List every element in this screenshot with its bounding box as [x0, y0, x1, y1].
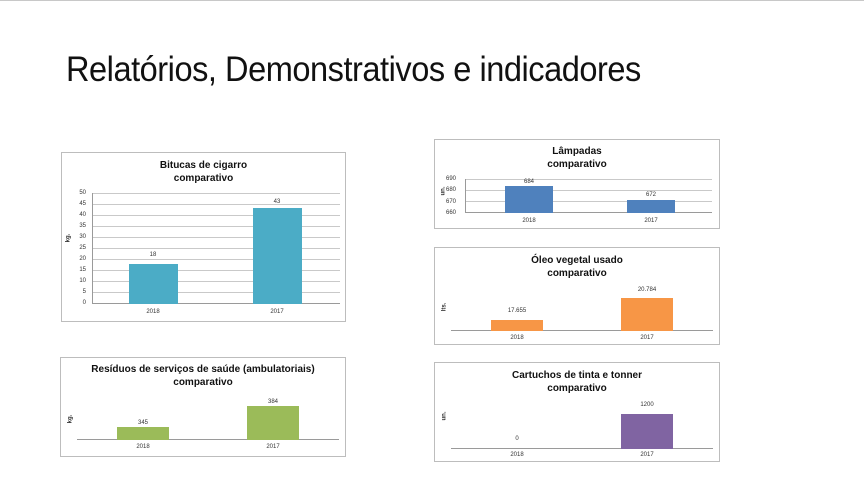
chart-title: Resíduos de serviços de saúde (ambulator… [91, 364, 315, 388]
y-axis-label: un. [441, 411, 448, 421]
chart-lampadas: Lâmpadas comparativo un. 690 680 670 660… [434, 139, 720, 229]
data-label: 684 [523, 179, 534, 185]
plot-area: 17.655 20.784 [451, 287, 713, 331]
chart-title: Lâmpadas comparativo [547, 146, 607, 170]
data-label: 20.784 [637, 287, 657, 293]
x-category: 2017 [644, 218, 658, 224]
x-category: 2017 [270, 309, 284, 315]
x-category: 2017 [266, 444, 280, 450]
x-category: 2017 [640, 452, 654, 458]
bar-2018 [491, 320, 543, 331]
x-category: 2018 [136, 444, 150, 450]
plot-area: 345 384 [77, 399, 339, 440]
chart-title: Cartuchos de tinta e tonner comparativo [511, 370, 642, 394]
bar-2018 [117, 427, 169, 440]
data-label: 1200 [640, 402, 654, 408]
chart-oleo: Óleo vegetal usado comparativo lts. 17.6… [434, 247, 720, 345]
chart-cartuchos: Cartuchos de tinta e tonner comparativo … [434, 362, 720, 462]
data-label: 345 [137, 420, 148, 426]
x-category: 2017 [640, 335, 654, 341]
data-label: 43 [273, 199, 281, 205]
y-axis-label: lts. [441, 302, 448, 312]
data-label: 0 [515, 436, 519, 442]
data-label: 672 [645, 192, 656, 198]
bar-2017 [621, 298, 673, 331]
plot-area: 0 1200 [451, 402, 713, 449]
slide-title: Relatórios, Demonstrativos e indicadores [66, 50, 641, 89]
x-category: 2018 [510, 452, 524, 458]
plot-area: 18 43 [92, 193, 340, 304]
bar-2017 [627, 200, 675, 213]
bar-2018 [505, 186, 553, 213]
y-axis-label: kg. [67, 414, 74, 424]
x-category: 2018 [146, 309, 160, 315]
plot-area: 684 672 [465, 179, 712, 213]
bar-2017 [253, 208, 302, 304]
bar-2017 [621, 414, 673, 449]
data-label: 18 [149, 252, 157, 258]
chart-residuos: Resíduos de serviços de saúde (ambulator… [60, 357, 346, 457]
bar-2018 [129, 264, 178, 304]
x-category: 2018 [522, 218, 536, 224]
chart-bitucas: Bitucas de cigarro comparativo kg. 50 45… [61, 152, 346, 322]
chart-title: Bitucas de cigarro comparativo [159, 160, 248, 184]
top-divider [0, 0, 864, 1]
chart-title: Óleo vegetal usado comparativo [531, 255, 623, 279]
data-label: 17.655 [507, 308, 527, 314]
data-label: 384 [267, 399, 278, 405]
x-category: 2018 [510, 335, 524, 341]
bar-2017 [247, 406, 299, 440]
